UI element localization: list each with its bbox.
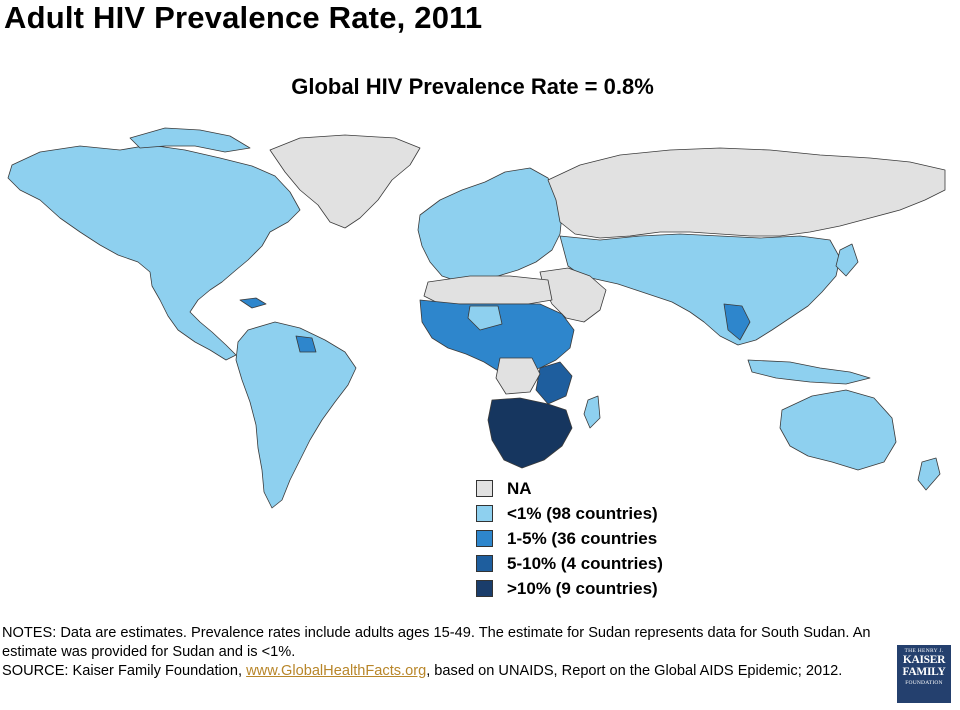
legend-item-lt1: <1% (98 countries) (476, 501, 663, 526)
source-suffix: , based on UNAIDS, Report on the Global … (426, 663, 843, 679)
legend-label: 1-5% (36 countries (507, 528, 658, 548)
legend-swatch (476, 580, 493, 597)
logo-line2: FAMILY (902, 666, 946, 678)
page-title: Adult HIV Prevalence Rate, 2011 (4, 0, 483, 35)
notes: NOTES: Data are estimates. Prevalence ra… (2, 624, 882, 681)
source-link[interactable]: www.GlobalHealthFacts.org (246, 663, 427, 679)
region-arctic-islands (129, 127, 251, 153)
region-indonesia (747, 359, 871, 385)
region-sahel (467, 305, 503, 331)
logo-line1: KAISER (902, 654, 946, 666)
logo-top: THE HENRY J. (904, 648, 944, 654)
region-east-africa (535, 361, 573, 405)
logo-bottom: FOUNDATION (905, 680, 943, 686)
region-guiana (295, 335, 317, 353)
region-thailand (723, 303, 751, 341)
world-map (7, 127, 946, 509)
legend-swatch (476, 530, 493, 547)
legend-item-1-5: 1-5% (36 countries (476, 526, 663, 551)
legend-item-5-10: 5-10% (4 countries) (476, 551, 663, 576)
legend-swatch (476, 480, 493, 497)
region-north-america (7, 144, 301, 361)
region-asia (559, 233, 841, 346)
legend-label: >10% (9 countries) (507, 578, 658, 598)
notes-text: NOTES: Data are estimates. Prevalence ra… (2, 625, 871, 660)
region-south-america (235, 321, 357, 509)
legend-swatch (476, 555, 493, 572)
legend-item-na: NA (476, 476, 663, 501)
legend-label: 5-10% (4 countries) (507, 553, 663, 573)
region-greenland (269, 134, 421, 229)
map-legend: NA <1% (98 countries) 1-5% (36 countries… (476, 476, 663, 601)
region-new-zealand (917, 457, 941, 491)
legend-label: NA (507, 478, 532, 498)
source-prefix: SOURCE: Kaiser Family Foundation, (2, 663, 247, 679)
kff-logo: THE HENRY J. KAISER FAMILY FOUNDATION (897, 645, 951, 703)
legend-swatch (476, 505, 493, 522)
map-subtitle: Global HIV Prevalence Rate = 0.8% (291, 74, 654, 99)
region-russia (547, 147, 946, 239)
region-southern-africa (487, 397, 573, 469)
legend-label: <1% (98 countries) (507, 503, 658, 523)
region-madagascar (583, 395, 601, 429)
legend-item-gt10: >10% (9 countries) (476, 576, 663, 601)
region-drc (495, 357, 541, 395)
region-north-africa (423, 275, 553, 305)
region-japan (835, 243, 859, 277)
region-australia (779, 389, 897, 471)
region-caribbean (239, 297, 267, 309)
region-europe (417, 167, 563, 283)
